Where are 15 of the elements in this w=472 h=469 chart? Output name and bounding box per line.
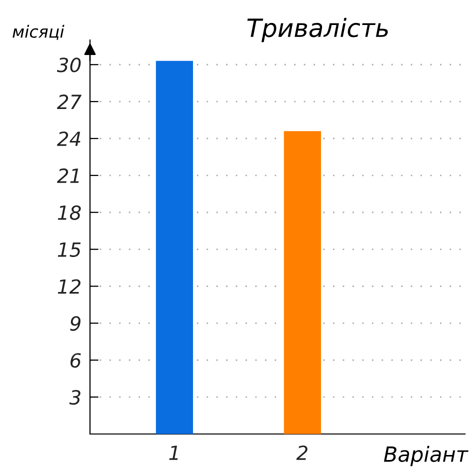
y-tick-label: 15 bbox=[58, 242, 81, 257]
y-axis-title: місяці bbox=[12, 24, 64, 40]
x-axis-title: Варіант bbox=[384, 446, 468, 466]
y-tick-label: 27 bbox=[57, 94, 82, 109]
y-tick-label: 21 bbox=[57, 168, 79, 183]
y-tick-label: 18 bbox=[58, 205, 81, 220]
y-tick-label: 12 bbox=[58, 279, 80, 294]
y-tick-label: 24 bbox=[57, 131, 80, 146]
x-tick-label: 1 bbox=[169, 446, 178, 460]
y-tick-label: 3 bbox=[69, 390, 80, 405]
chart-title: Тривалість bbox=[247, 18, 388, 42]
x-tick-label: 2 bbox=[296, 445, 308, 460]
y-tick-label: 6 bbox=[70, 353, 81, 368]
y-tick-label: 30 bbox=[56, 58, 81, 72]
y-tick-label: 9 bbox=[70, 316, 80, 331]
